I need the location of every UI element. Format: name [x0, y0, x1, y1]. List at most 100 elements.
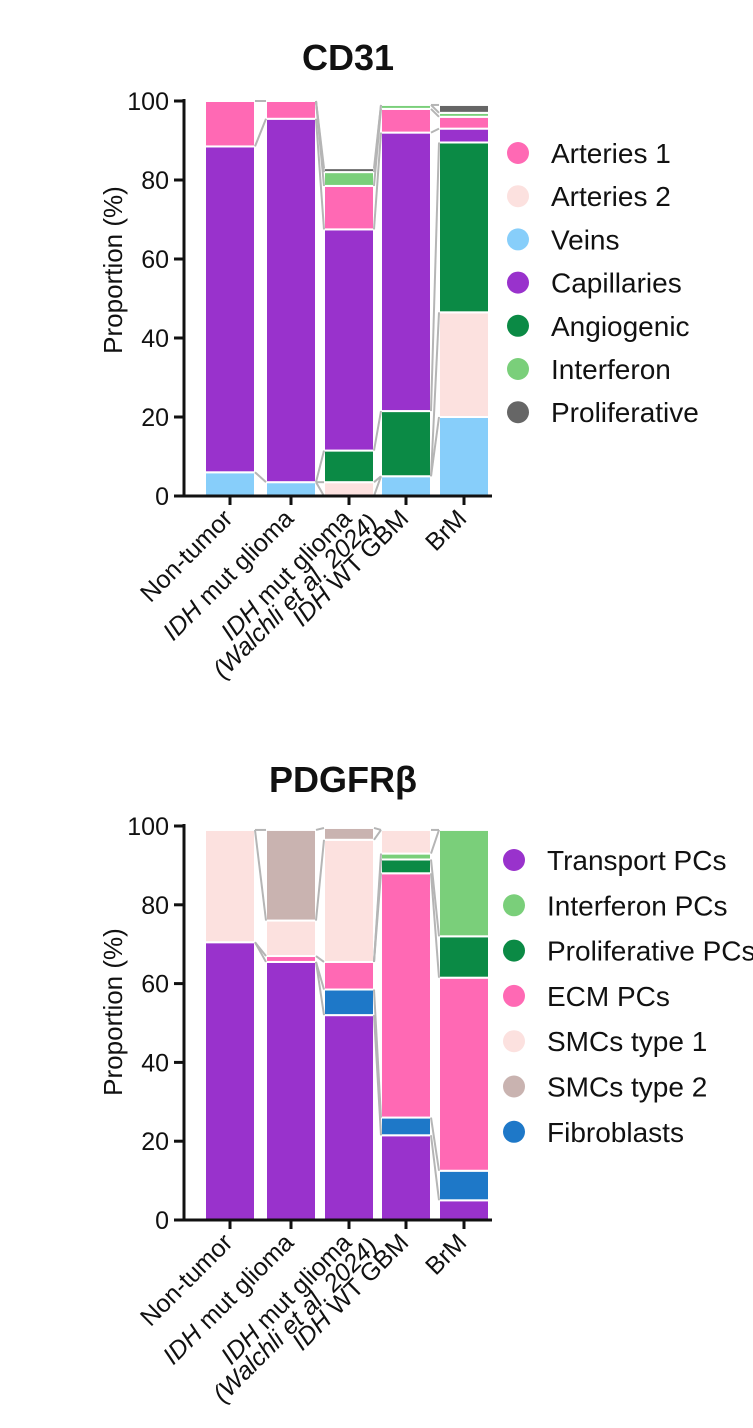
- bar-segment-proliferative-pcs: [380, 858, 432, 875]
- legend-marker-fibroblasts: [503, 1120, 525, 1143]
- bar-segment-capillaries: [204, 145, 256, 474]
- legend-marker-proliferative: [507, 401, 529, 424]
- connector-line: [430, 1117, 440, 1171]
- legend-label: ECM PCs: [547, 981, 670, 1012]
- connector-line: [373, 1015, 382, 1136]
- y-tick-label: 0: [155, 1207, 169, 1235]
- connector-line: [430, 127, 440, 134]
- bar-segment-transport-pcs: [204, 941, 256, 1221]
- connector-line: [315, 100, 325, 169]
- bar-segment-angiogenic: [323, 449, 375, 484]
- bar-segment-capillaries: [438, 127, 490, 144]
- y-tick-label: 60: [141, 971, 169, 999]
- bar-segment-capillaries: [380, 131, 432, 413]
- y-tick-label: 100: [127, 88, 169, 116]
- bar-segment-arteries-1: [323, 184, 375, 231]
- y-tick-label: 40: [141, 325, 169, 353]
- legend-marker-interferon-pcs: [503, 894, 525, 917]
- bar-segment-fibroblasts: [438, 1169, 490, 1202]
- legend-label: Proliferative PCs: [547, 936, 753, 967]
- bar-segment-transport-pcs: [323, 1014, 375, 1221]
- y-tick-label: 100: [127, 813, 169, 841]
- y-tick-label: 0: [155, 483, 169, 511]
- legend-label: Proliferative: [551, 397, 699, 428]
- connector-line: [430, 1135, 440, 1201]
- legend-label: Arteries 1: [551, 138, 671, 169]
- connector-line: [315, 450, 325, 483]
- bar-segment-fibroblasts: [380, 1116, 432, 1137]
- legend-marker-smcs-type-2: [503, 1075, 525, 1098]
- bar-segment-veins: [438, 416, 490, 497]
- connector-line: [430, 859, 440, 937]
- bar-segment-arteries-1: [438, 115, 490, 130]
- connector-line: [315, 961, 325, 990]
- connector-line: [430, 104, 440, 114]
- bar-segment-transport-pcs: [438, 1199, 490, 1222]
- connector-line: [254, 471, 267, 483]
- bar-segment-capillaries: [323, 228, 375, 452]
- connector-line: [430, 142, 440, 412]
- cd31-panel: CD31 Proportion (%) 020406080100Non-tumo…: [98, 37, 699, 684]
- y-tick-label: 20: [141, 404, 169, 432]
- y-tick-label: 80: [141, 167, 169, 195]
- connector-line: [254, 829, 267, 921]
- bar-segment-smcs-type-1: [323, 838, 375, 963]
- bar-segment-transport-pcs: [380, 1134, 432, 1222]
- bar-segment-smcs-type-1: [265, 919, 317, 958]
- bar-segment-smcs-type-2: [265, 828, 317, 922]
- connector-line: [373, 475, 382, 497]
- bar-segment-angiogenic: [380, 410, 432, 478]
- connector-line: [430, 873, 440, 978]
- bar-segment-arteries-2: [438, 311, 490, 419]
- connector-line: [430, 829, 440, 854]
- x-tick-sublabel: (Walchli et al. 2024): [208, 508, 384, 684]
- connector-line: [315, 826, 325, 831]
- legend-label: Interferon PCs: [547, 890, 728, 921]
- connector-line: [373, 989, 382, 1118]
- legend-label: Interferon: [551, 354, 671, 385]
- bar-segment-veins: [380, 475, 432, 497]
- y-tick-label: 60: [141, 246, 169, 274]
- x-tick-label: BrM: [420, 1228, 472, 1280]
- bar-segment-proliferative: [323, 167, 375, 174]
- connector-line: [373, 853, 382, 962]
- connector-line: [373, 829, 382, 841]
- legend-marker-arteries-1: [507, 142, 529, 164]
- bar-segment-arteries-1: [204, 100, 256, 148]
- bar-segment-smcs-type-2: [323, 826, 375, 841]
- legend-label: Fibroblasts: [547, 1117, 684, 1148]
- legend-label: Veins: [551, 224, 620, 255]
- bar-segment-proliferative-pcs: [438, 935, 490, 979]
- legend-marker-proliferative-pcs: [503, 939, 525, 962]
- bar-segment-transport-pcs: [265, 960, 317, 1221]
- bar-segment-fibroblasts: [323, 988, 375, 1017]
- pdgfrb-panel: PDGFRβ Proportion (%) 020406080100Non-tu…: [98, 759, 753, 1408]
- connector-line: [315, 481, 325, 497]
- bar-segment-arteries-2: [323, 481, 375, 497]
- bar-segment-capillaries: [265, 117, 317, 484]
- legend-label: SMCs type 1: [547, 1026, 707, 1057]
- bar-segment-proliferative: [438, 103, 490, 114]
- connector-line: [315, 961, 325, 1016]
- connector-line: [373, 132, 382, 230]
- connector-line: [373, 410, 382, 451]
- y-tick-label: 20: [141, 1128, 169, 1156]
- y-tick-label: 80: [141, 892, 169, 920]
- legend-label: Arteries 2: [551, 181, 671, 212]
- y-tick-label: 40: [141, 1049, 169, 1077]
- legend-marker-angiogenic: [507, 314, 529, 337]
- y-axis-label: Proportion (%): [98, 928, 128, 1096]
- chart-title: PDGFRβ: [269, 759, 417, 800]
- legend-marker-veins: [507, 228, 529, 251]
- legend-label: Angiogenic: [551, 311, 690, 342]
- legend-label: Capillaries: [551, 268, 682, 299]
- bar-segment-veins: [204, 471, 256, 497]
- bar-segment-interferon: [323, 171, 375, 187]
- bar-segment-ecm-pcs: [323, 960, 375, 991]
- connector-line: [373, 475, 382, 483]
- bar-segment-arteries-1: [380, 107, 432, 134]
- legend-marker-arteries-2: [507, 185, 529, 208]
- connector-line: [373, 104, 382, 169]
